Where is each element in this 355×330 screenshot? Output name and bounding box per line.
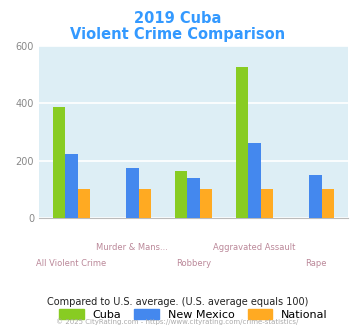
Bar [248, 144, 261, 218]
Text: © 2025 CityRating.com - https://www.cityrating.com/crime-statistics/: © 2025 CityRating.com - https://www.city… [56, 318, 299, 325]
Bar [65, 154, 77, 218]
Bar [138, 189, 151, 218]
Bar [310, 175, 322, 218]
Bar [77, 189, 90, 218]
Text: Aggravated Assault: Aggravated Assault [213, 243, 296, 252]
Bar [200, 189, 212, 218]
Text: Robbery: Robbery [176, 259, 211, 269]
Bar [261, 189, 273, 218]
Text: Murder & Mans...: Murder & Mans... [97, 243, 168, 252]
Text: Rape: Rape [305, 259, 326, 269]
Bar [53, 107, 65, 218]
Text: All Violent Crime: All Violent Crime [36, 259, 106, 269]
Text: 2019 Cuba: 2019 Cuba [134, 11, 221, 26]
Bar [126, 168, 138, 218]
Bar [175, 171, 187, 218]
Legend: Cuba, New Mexico, National: Cuba, New Mexico, National [59, 309, 328, 320]
Bar [236, 67, 248, 218]
Text: Compared to U.S. average. (U.S. average equals 100): Compared to U.S. average. (U.S. average … [47, 297, 308, 307]
Text: Violent Crime Comparison: Violent Crime Comparison [70, 27, 285, 42]
Bar [187, 178, 200, 218]
Bar [322, 189, 334, 218]
